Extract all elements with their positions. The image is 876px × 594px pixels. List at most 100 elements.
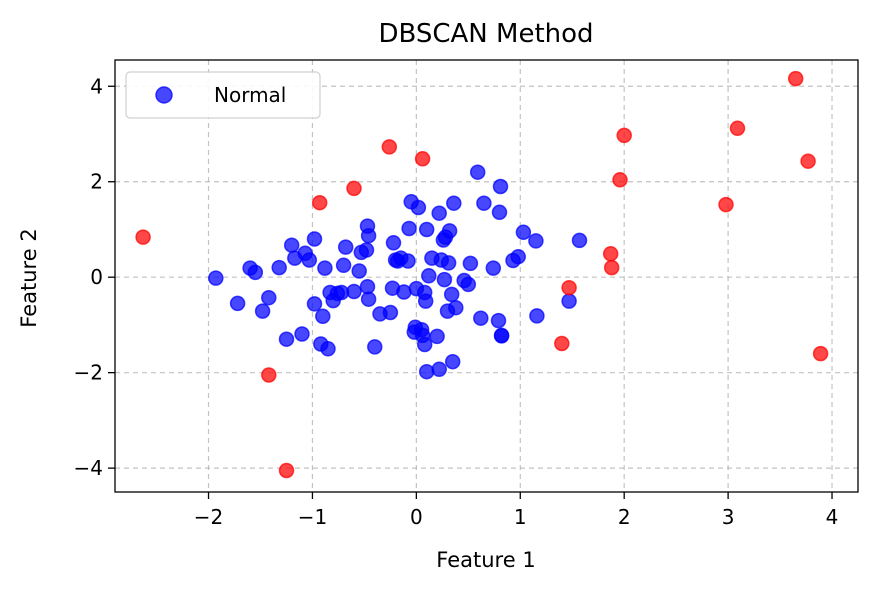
- data-point-normal: [247, 264, 264, 281]
- y-tick-label: 4: [90, 74, 103, 98]
- data-point-normal: [306, 296, 323, 312]
- data-point-normal: [261, 289, 277, 306]
- data-point-normal: [410, 199, 427, 216]
- legend-marker-normal: [155, 86, 173, 104]
- data-point-outlier: [311, 194, 328, 211]
- data-point-normal: [417, 293, 434, 309]
- data-point-normal: [441, 223, 458, 239]
- data-point-normal: [360, 291, 377, 307]
- data-point-normal: [283, 237, 300, 253]
- data-point-normal: [431, 361, 447, 378]
- x-tick-label: 4: [826, 505, 839, 529]
- data-point-normal: [444, 353, 461, 370]
- data-point-normal: [254, 303, 271, 319]
- data-point-normal: [337, 239, 354, 255]
- data-point-normal: [418, 221, 435, 238]
- data-point-outlier: [602, 246, 619, 262]
- data-point-outlier: [414, 151, 431, 167]
- data-point-outlier: [261, 367, 277, 383]
- data-point-normal: [571, 232, 588, 249]
- y-tick-label: −2: [74, 361, 103, 385]
- data-point-normal: [561, 293, 577, 309]
- data-point-normal: [440, 255, 457, 271]
- data-point-normal: [229, 295, 246, 312]
- data-point-normal: [490, 312, 507, 329]
- data-point-outlier: [787, 70, 804, 87]
- data-point-outlier: [603, 259, 620, 276]
- x-tick-label: −2: [194, 505, 223, 529]
- chart-title: DBSCAN Method: [378, 19, 593, 49]
- data-point-normal: [315, 308, 331, 325]
- x-tick-label: 1: [514, 505, 527, 529]
- data-point-outlier: [135, 229, 151, 245]
- data-point-outlier: [812, 345, 829, 362]
- data-point-normal: [271, 259, 287, 276]
- data-point-outlier: [612, 172, 628, 188]
- data-point-outlier: [718, 196, 734, 213]
- data-point-normal: [301, 252, 318, 268]
- data-points: [135, 70, 829, 479]
- y-axis-label: Feature 2: [17, 228, 41, 327]
- data-point-normal: [493, 328, 510, 344]
- x-tick-label: −1: [298, 505, 327, 529]
- data-point-outlier: [616, 127, 632, 144]
- data-point-normal: [346, 283, 362, 300]
- y-tick-label: 0: [90, 265, 103, 289]
- y-tick-label: 2: [90, 170, 103, 194]
- data-point-normal: [529, 308, 545, 324]
- axis-ticks: −2 −1 0 1 2 3 4 −4 −2 0 2 4: [74, 74, 839, 529]
- data-point-normal: [317, 260, 333, 276]
- data-point-normal: [367, 339, 383, 355]
- data-point-outlier: [381, 139, 398, 155]
- data-point-normal: [385, 235, 402, 251]
- x-axis-label: Feature 1: [436, 548, 535, 572]
- data-point-normal: [528, 233, 544, 249]
- data-point-normal: [351, 263, 367, 279]
- data-point-normal: [358, 242, 375, 258]
- data-point-outlier: [346, 180, 362, 197]
- data-point-normal: [278, 331, 295, 347]
- data-point-normal: [492, 178, 509, 195]
- data-point-normal: [469, 164, 486, 180]
- data-point-normal: [491, 204, 508, 221]
- data-point-normal: [473, 310, 489, 326]
- data-point-outlier: [729, 120, 746, 137]
- data-point-normal: [443, 286, 460, 303]
- data-point-normal: [335, 257, 352, 274]
- data-point-normal: [401, 220, 417, 237]
- data-point-normal: [418, 363, 435, 380]
- x-tick-label: 0: [410, 505, 423, 529]
- data-point-normal: [510, 248, 526, 265]
- data-point-normal: [485, 260, 502, 276]
- y-tick-label: −4: [74, 456, 103, 480]
- data-point-normal: [436, 271, 453, 288]
- data-point-outlier: [800, 153, 816, 169]
- data-point-normal: [382, 304, 399, 321]
- data-point-normal: [460, 276, 477, 293]
- data-point-normal: [294, 326, 310, 342]
- data-point-normal: [416, 336, 433, 353]
- data-point-normal: [400, 253, 416, 269]
- data-point-normal: [429, 328, 445, 345]
- data-point-normal: [476, 195, 492, 211]
- legend-label-normal: Normal: [214, 83, 286, 107]
- data-point-normal: [448, 299, 464, 316]
- x-tick-label: 2: [618, 505, 631, 529]
- data-point-outlier: [561, 279, 577, 296]
- grid-lines: [115, 60, 858, 492]
- data-point-normal: [208, 270, 224, 286]
- data-point-outlier: [554, 335, 570, 352]
- data-point-normal: [431, 205, 447, 221]
- data-point-normal: [446, 195, 462, 211]
- plot-frame: [114, 59, 859, 493]
- data-point-outlier: [278, 462, 295, 479]
- x-tick-label: 3: [722, 505, 735, 529]
- data-point-normal: [462, 255, 479, 272]
- data-point-normal: [515, 224, 532, 241]
- data-point-normal: [320, 341, 336, 357]
- data-point-normal: [306, 231, 323, 247]
- data-point-normal: [360, 227, 377, 244]
- legend-box: [125, 71, 321, 119]
- legend: Normal: [125, 71, 321, 119]
